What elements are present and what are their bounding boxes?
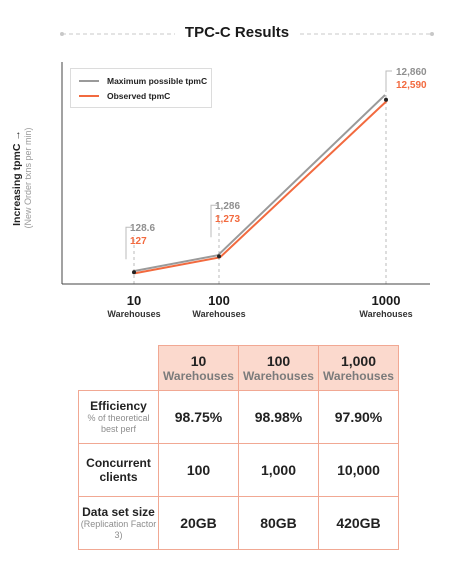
row-label: Data set size xyxy=(82,505,155,519)
table-header-cell: 10 Warehouses xyxy=(158,345,239,391)
value-label-max: 12,860 xyxy=(396,67,427,78)
data-point xyxy=(132,270,136,275)
row-sublabel: % of theoretical best perf xyxy=(87,413,150,434)
legend-label-max: Maximum possible tpmC xyxy=(107,76,208,86)
chart-title: TPC-C Results xyxy=(0,24,474,41)
legend-swatch-max xyxy=(79,80,99,82)
value-label-observed: 12,590 xyxy=(396,80,427,91)
row-sublabel: (Replication Factor 3) xyxy=(80,519,157,540)
table-cell: 80GB xyxy=(238,496,319,550)
value-label-max: 128.6 xyxy=(130,223,155,234)
data-point xyxy=(384,97,388,102)
table-header-cell: 1,000 Warehouses xyxy=(318,345,399,391)
label-bracket xyxy=(210,204,217,238)
row-label: Efficiency xyxy=(90,399,147,413)
table-cell: 97.90% xyxy=(318,390,399,444)
legend-item-observed: Observed tpmC xyxy=(79,91,170,101)
table-row: Data set size (Replication Factor 3) 20G… xyxy=(78,496,399,550)
table-cell: 100 xyxy=(158,443,239,497)
label-bracket xyxy=(125,226,132,260)
legend-item-max: Maximum possible tpmC xyxy=(79,76,207,86)
table-cell: 1,000 xyxy=(238,443,319,497)
x-tick-sublabel: Warehouses xyxy=(192,309,245,319)
value-label-max: 1,286 xyxy=(215,201,240,212)
x-tick-sublabel: Warehouses xyxy=(107,309,160,319)
x-tick-sublabel: Warehouses xyxy=(359,309,412,319)
table-cell: 98.98% xyxy=(238,390,319,444)
header-unit: Warehouses xyxy=(163,368,234,383)
table-cell: 98.75% xyxy=(158,390,239,444)
header-unit: Warehouses xyxy=(323,368,394,383)
dashed-leaders xyxy=(125,70,392,284)
table-header-row: 10 Warehouses 100 Warehouses 1,000 Wareh… xyxy=(78,345,399,391)
title-rule-end-right xyxy=(430,32,434,36)
legend-swatch-observed xyxy=(79,95,99,97)
row-header: Concurrent clients xyxy=(78,443,159,497)
y-axis-label-main: Increasing tpmC xyxy=(11,143,23,226)
header-unit: Warehouses xyxy=(243,368,314,383)
row-label: Concurrent clients xyxy=(86,456,151,484)
x-tick-label: 100 xyxy=(208,293,230,308)
value-label-observed: 1,273 xyxy=(215,214,240,225)
series-line-max xyxy=(132,94,386,273)
data-point xyxy=(217,254,221,259)
x-tick-label: 10 xyxy=(127,293,141,308)
results-table: 10 Warehouses 100 Warehouses 1,000 Wareh… xyxy=(78,345,399,550)
header-number: 100 xyxy=(266,352,291,369)
value-label-observed: 127 xyxy=(130,236,147,247)
table-row: Efficiency % of theoretical best perf 98… xyxy=(78,390,399,444)
series-line-observed xyxy=(134,100,388,275)
title-rule-end-left xyxy=(60,32,64,36)
table-cell: 420GB xyxy=(318,496,399,550)
row-header: Data set size (Replication Factor 3) xyxy=(78,496,159,550)
header-number: 10 xyxy=(190,352,207,369)
legend-label-observed: Observed tpmC xyxy=(107,91,171,101)
header-number: 1,000 xyxy=(340,352,377,369)
row-header: Efficiency % of theoretical best perf xyxy=(78,390,159,444)
table-header-cell: 100 Warehouses xyxy=(238,345,319,391)
table-cell: 20GB xyxy=(158,496,239,550)
table-cell: 10,000 xyxy=(318,443,399,497)
table-corner xyxy=(78,345,159,391)
y-axis-label-sub: (New Order txns per min) xyxy=(23,127,33,229)
label-bracket xyxy=(385,70,392,89)
legend: Maximum possible tpmC Observed tpmC xyxy=(70,68,212,108)
x-tick-label: 1000 xyxy=(372,293,401,308)
table-row: Concurrent clients 100 1,000 10,000 xyxy=(78,443,399,497)
